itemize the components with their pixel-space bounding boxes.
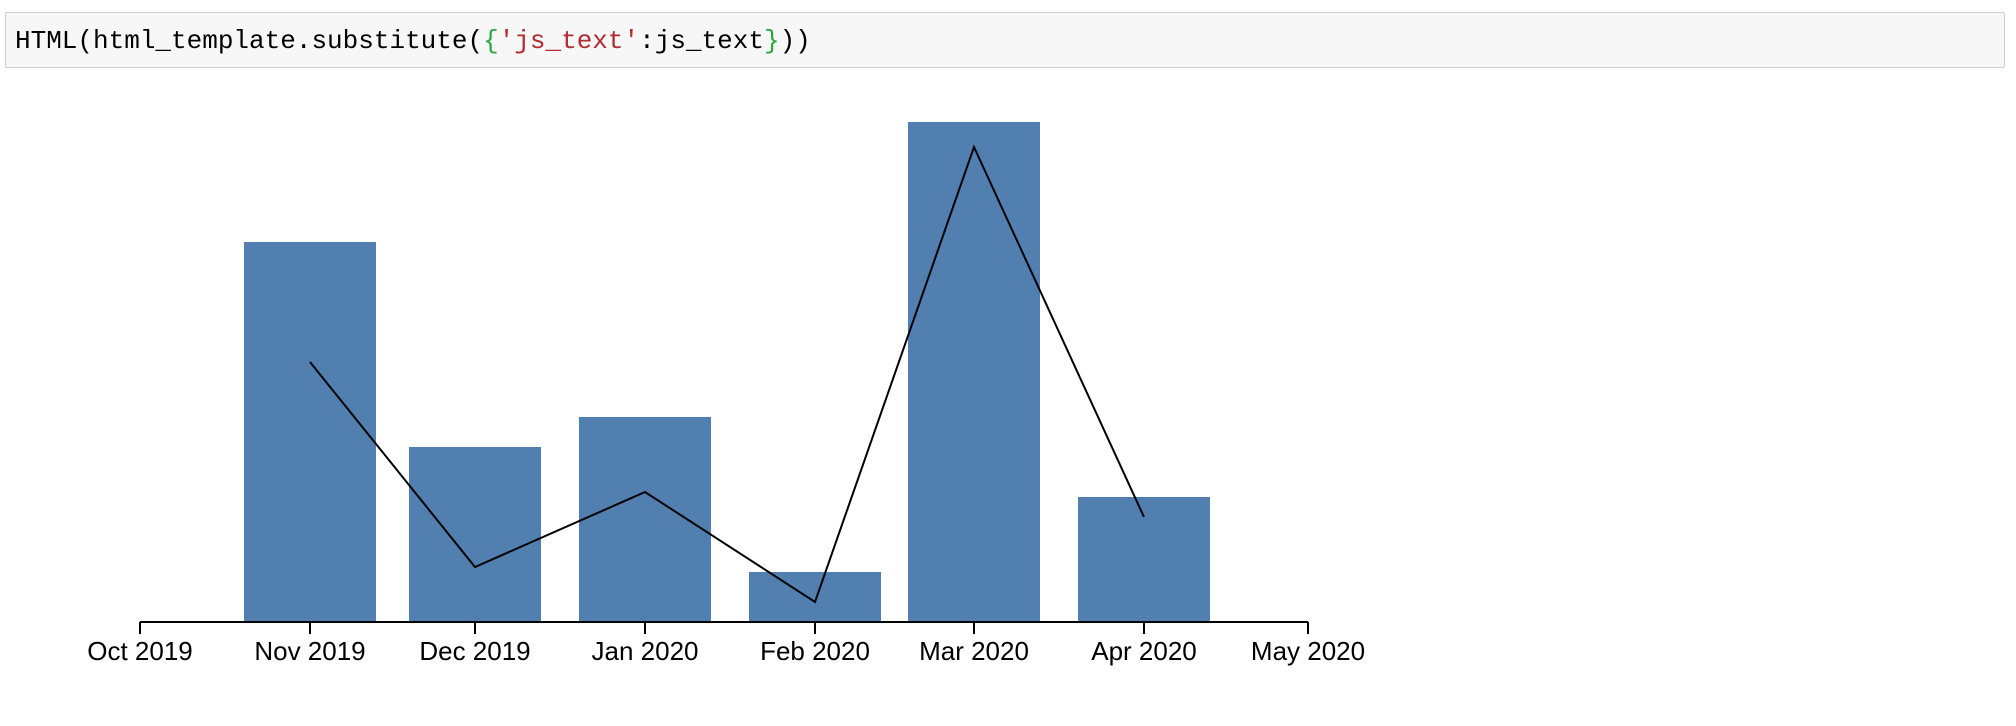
line-layer: [309, 144, 1145, 604]
bars-group: [244, 122, 1210, 622]
code-line: HTML(html_template.substitute({'js_text'…: [15, 27, 811, 55]
x-tick-label-feb-2020: Feb 2020: [760, 636, 870, 666]
bar-jan-2020: [579, 417, 711, 622]
x-tick-label-jan-2020: Jan 2020: [592, 636, 699, 666]
code-prefix: HTML(html_template.substitute(: [15, 26, 484, 56]
code-string-key: 'js_text': [498, 26, 640, 56]
bar-feb-2020: [749, 572, 881, 622]
code-brace-close: }: [763, 26, 780, 56]
x-tick-label-dec-2019: Dec 2019: [419, 636, 530, 666]
bar-dec-2019: [409, 447, 541, 622]
x-tick-label-may-2020: May 2020: [1251, 636, 1365, 666]
code-suffix: )): [779, 26, 811, 56]
x-tick-label-nov-2019: Nov 2019: [254, 636, 365, 666]
trend-line: [309, 144, 1145, 604]
x-tick-label-mar-2020: Mar 2020: [919, 636, 1029, 666]
bar-apr-2020: [1078, 497, 1210, 622]
bar-line-chart: Oct 2019 Nov 2019 Dec 2019 Jan 2020 Feb 2020…: [87, 122, 1365, 666]
cell-output: Oct 2019 Nov 2019 Dec 2019 Jan 2020 Feb 2020…: [0, 70, 2016, 722]
bar-nov-2019: [244, 242, 376, 622]
code-input-cell[interactable]: HTML(html_template.substitute({'js_text'…: [5, 12, 2005, 68]
x-tick-label-oct-2019: Oct 2019: [87, 636, 193, 666]
x-tick-label-apr-2020: Apr 2020: [1091, 636, 1197, 666]
bar-mar-2020: [908, 122, 1040, 622]
code-brace-open: {: [483, 26, 499, 56]
code-middle: :js_text: [639, 26, 764, 56]
x-axis: Oct 2019 Nov 2019 Dec 2019 Jan 2020 Feb 2020…: [87, 621, 1365, 666]
